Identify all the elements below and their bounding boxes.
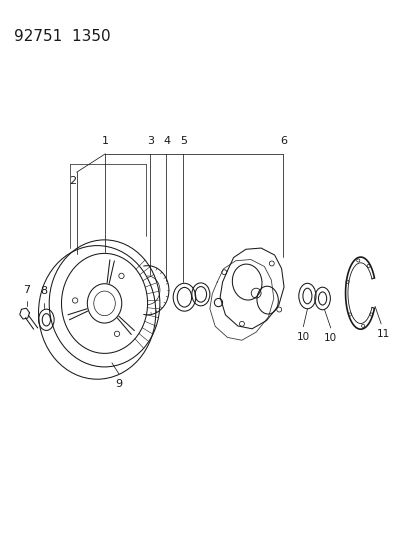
Text: 6: 6 xyxy=(280,135,287,146)
Text: 3: 3 xyxy=(147,135,154,146)
Text: 4: 4 xyxy=(163,135,170,146)
Text: 92751  1350: 92751 1350 xyxy=(14,29,111,44)
Text: 10: 10 xyxy=(296,332,309,342)
Text: 2: 2 xyxy=(69,176,76,187)
Text: 7: 7 xyxy=(23,285,30,295)
Text: 9: 9 xyxy=(115,379,122,389)
Text: 10: 10 xyxy=(323,333,337,343)
Text: 1: 1 xyxy=(102,135,109,146)
Text: 11: 11 xyxy=(376,329,389,339)
Text: 8: 8 xyxy=(40,286,48,296)
Text: 5: 5 xyxy=(180,135,187,146)
